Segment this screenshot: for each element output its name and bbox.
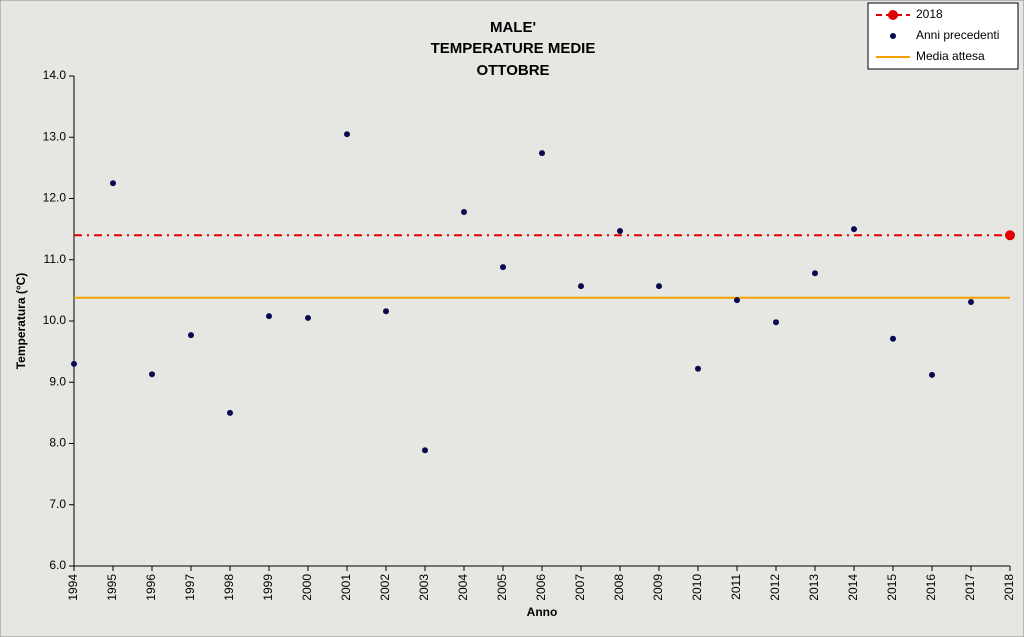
data-point [695,365,701,372]
x-tick-label: 1999 [261,574,275,601]
x-tick-label: 1997 [183,574,197,601]
x-tick-label: 1998 [222,574,236,601]
legend-marker [888,10,898,20]
data-point [188,332,194,339]
data-point [851,226,857,233]
y-tick-label: 8.0 [49,436,66,450]
x-tick-label: 2012 [768,574,782,601]
x-tick-label: 2004 [456,574,470,601]
x-tick-label: 2009 [651,574,665,601]
x-axis-label: Anno [527,605,558,619]
y-tick-label: 11.0 [44,252,67,266]
y-axis-label: Temperatura (°C) [14,273,28,370]
data-point [71,360,77,367]
y-tick-label: 12.0 [43,191,67,205]
legend-label: Anni precedenti [916,28,999,42]
x-tick-label: 2000 [300,574,314,601]
data-point [305,314,311,321]
x-tick-label: 2011 [729,574,743,600]
x-tick-label: 1994 [66,574,80,601]
x-tick-label: 2013 [807,574,821,601]
x-tick-label: 2014 [846,574,860,601]
data-point [929,371,935,378]
data-point [500,264,506,271]
legend-label: 2018 [916,7,943,21]
data-point [812,270,818,277]
data-point [266,313,272,320]
data-point [617,227,623,234]
y-tick-label: 7.0 [49,497,66,511]
data-point [539,150,545,157]
x-tick-label: 1996 [144,574,158,601]
x-tick-label: 2008 [612,574,626,601]
chart-title: MALE' [490,19,536,36]
x-tick-label: 2005 [495,574,509,601]
data-point [578,283,584,290]
y-tick-label: 10.0 [43,313,67,327]
y-tick-label: 13.0 [43,129,67,143]
y-tick-label: 9.0 [49,374,66,388]
data-point [773,319,779,326]
y-tick-label: 14.0 [43,68,67,82]
y-tick-label: 6.0 [49,558,66,572]
data-point [656,283,662,290]
data-point [227,409,233,416]
legend-marker [890,33,896,39]
data-point [149,371,155,378]
data-point [461,208,467,215]
data-point [344,131,350,138]
data-point [110,180,116,187]
x-tick-label: 2010 [690,574,704,601]
x-tick-label: 1995 [105,574,119,601]
x-tick-label: 2018 [1002,574,1016,601]
x-tick-label: 2001 [339,574,353,601]
x-tick-label: 2006 [534,574,548,601]
chart-title: TEMPERATURE MEDIE [431,40,596,57]
data-point [734,297,740,304]
x-tick-label: 2007 [573,574,587,601]
x-tick-label: 2016 [924,574,938,601]
x-tick-label: 2017 [963,574,977,601]
data-point [383,308,389,315]
data-point [422,447,428,454]
data-point [968,299,974,306]
x-tick-label: 2015 [885,574,899,601]
x-tick-label: 2002 [378,574,392,601]
legend-label: Media attesa [916,49,985,63]
x-tick-label: 2003 [417,574,431,601]
chart-title: OTTOBRE [476,62,549,79]
data-point [1005,230,1015,241]
data-point [890,335,896,342]
